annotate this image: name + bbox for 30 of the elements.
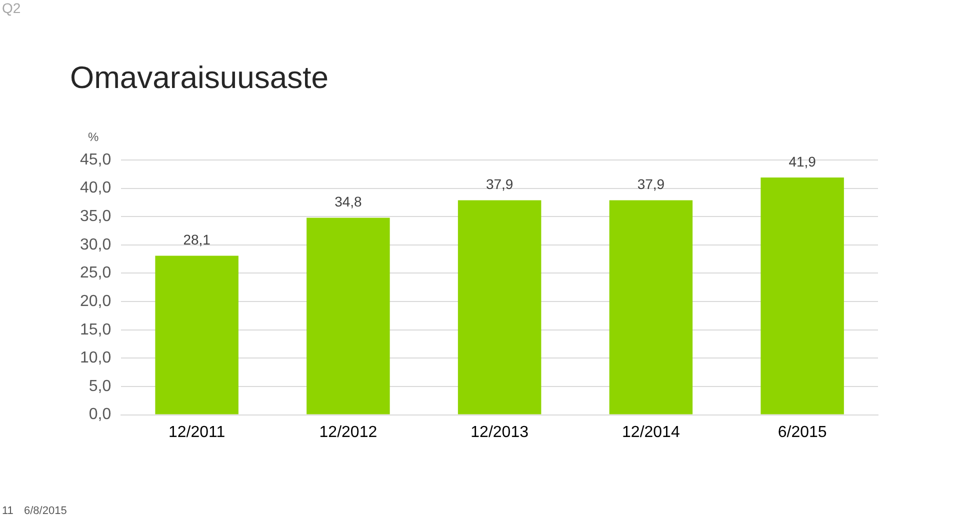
- y-tick-label: 40,0: [80, 180, 112, 197]
- text: Q2: [2, 0, 21, 16]
- y-tick-label: 10,0: [80, 350, 112, 367]
- bar: [760, 178, 844, 414]
- y-tick-label: 5,0: [88, 378, 112, 395]
- y-tick-label: 30,0: [80, 236, 112, 254]
- text: 6/8/2015: [24, 505, 67, 517]
- bar: [609, 200, 693, 414]
- x-tick-label: 12/2013: [470, 424, 529, 441]
- x-tick-label: 12/2014: [622, 424, 680, 441]
- data-label: 37,9: [637, 176, 665, 192]
- bar: [155, 256, 238, 414]
- data-label: 34,8: [334, 194, 362, 210]
- text: 11: [2, 505, 14, 517]
- y-tick-label: 35,0: [80, 208, 112, 226]
- y-axis-title: %: [88, 130, 99, 144]
- y-tick-label: 15,0: [80, 321, 112, 338]
- y-tick-label: 0,0: [88, 406, 112, 424]
- x-tick-label: 12/2011: [168, 424, 226, 441]
- x-tick-label: 6/2015: [778, 424, 827, 441]
- x-tick-label: 12/2012: [319, 424, 378, 441]
- data-label: 41,9: [788, 153, 816, 170]
- bar: [306, 218, 390, 414]
- bar: [458, 200, 542, 414]
- data-label: 28,1: [183, 232, 211, 248]
- y-tick-label: 45,0: [80, 151, 112, 168]
- data-label: 37,9: [486, 176, 514, 192]
- chart-title: Omavaraisuusaste: [70, 60, 328, 96]
- y-tick-label: 25,0: [80, 264, 112, 282]
- y-tick-label: 20,0: [80, 292, 112, 310]
